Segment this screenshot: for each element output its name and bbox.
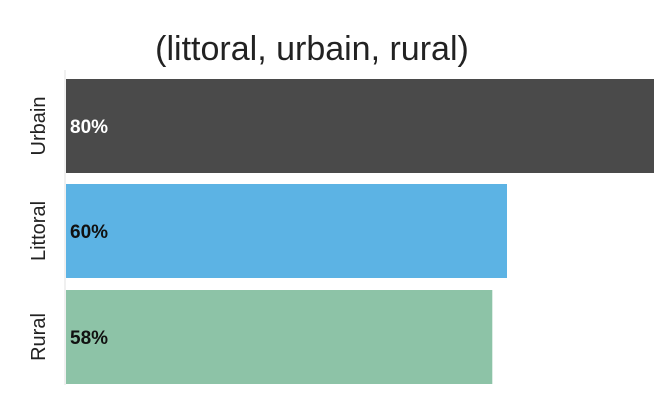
- category-label-urbain: Urbain: [28, 97, 50, 156]
- value-label-littoral: 60%: [70, 222, 108, 243]
- category-label-rural: Rural: [28, 313, 50, 361]
- value-label-rural: 58%: [70, 328, 108, 349]
- bars-layer: 80% 60% 58%: [66, 79, 654, 384]
- bar-urbain: [66, 79, 654, 173]
- value-label-urbain: 80%: [70, 117, 108, 138]
- category-label-littoral: Littoral: [28, 201, 50, 261]
- bar-rural: [66, 290, 493, 384]
- chart-title-line-2: (littoral, urbain, rural): [155, 30, 469, 68]
- bar-littoral: [66, 184, 507, 278]
